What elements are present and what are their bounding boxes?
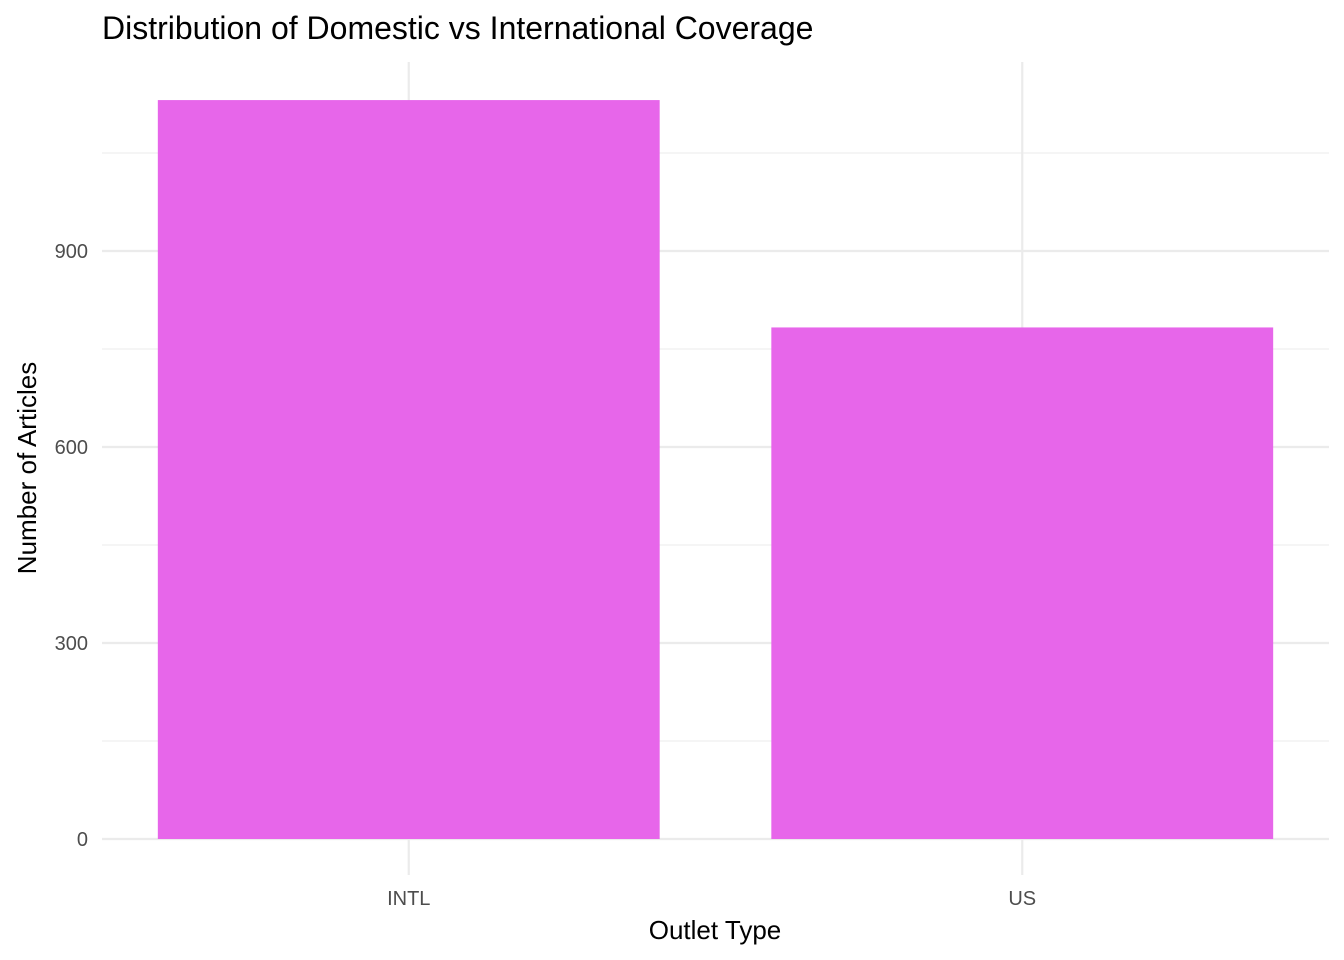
y-axis-title: Number of Articles [12, 362, 42, 574]
bar-intl [157, 100, 660, 839]
x-tick-label: US [1008, 888, 1036, 910]
x-axis-title: Outlet Type [649, 915, 782, 945]
y-axis-tick-labels: 0 300 600 900 [55, 241, 88, 851]
y-tick-label: 600 [55, 437, 88, 459]
bar-us [771, 327, 1274, 839]
chart-title: Distribution of Domestic vs Internationa… [102, 10, 813, 46]
y-tick-label: 0 [77, 829, 88, 851]
x-tick-label: INTL [387, 888, 430, 910]
x-axis-tick-labels: INTL US [387, 888, 1036, 910]
y-tick-label: 300 [55, 633, 88, 655]
y-tick-label: 900 [55, 241, 88, 263]
bars [157, 100, 1274, 839]
